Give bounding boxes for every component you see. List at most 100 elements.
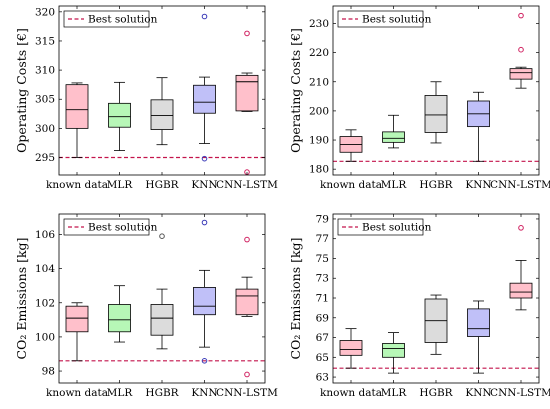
y-tick-label: 230 [309, 18, 329, 30]
box-cnn-lstm [509, 12, 533, 89]
box-iqr [108, 304, 131, 333]
legend: Best solution [63, 218, 158, 236]
box-iqr [150, 99, 174, 130]
box-hgbr [424, 81, 448, 144]
x-category-label: CNN-LSTM [216, 387, 278, 399]
x-category-label: MLR [107, 387, 134, 399]
y-tick-label: 295 [35, 152, 55, 164]
box-iqr [193, 287, 216, 316]
y-tick-label: 65 [316, 352, 329, 364]
box-hgbr [150, 233, 174, 350]
legend-box [63, 10, 150, 28]
y-tick-label: 106 [35, 229, 55, 241]
legend: Best solution [337, 10, 432, 28]
x-category-label: known data [320, 387, 382, 399]
x-category-label: HGBR [419, 179, 453, 191]
box-iqr [150, 304, 174, 336]
outlier-point [201, 358, 208, 364]
legend-box [337, 10, 424, 28]
box-knn [193, 219, 216, 364]
box-iqr [339, 340, 363, 356]
legend: Best solution [63, 10, 158, 28]
y-axis-title: Operating Costs [€] [14, 28, 29, 153]
box-iqr [382, 343, 405, 358]
box-mlr [108, 285, 131, 343]
legend-box [337, 218, 424, 236]
x-category-label: MLR [381, 179, 408, 191]
y-tick-label: 310 [35, 65, 55, 77]
box-cnn-lstm [509, 225, 533, 311]
y-axis-title: CO₂ Emissions [kg] [288, 238, 303, 360]
x-category-label: CNN-LSTM [490, 179, 550, 191]
outlier-point [244, 236, 250, 243]
y-tick-label: 104 [35, 263, 55, 275]
box-cnn-lstm [235, 236, 259, 378]
box-known-data [339, 328, 363, 369]
outlier-point [201, 155, 208, 162]
x-category-label: known data [320, 179, 382, 191]
y-tick-label: 67 [316, 332, 329, 344]
box-hgbr [150, 77, 174, 146]
y-axis-title: CO₂ Emissions [kg] [14, 238, 29, 360]
box-iqr [382, 131, 405, 143]
x-category-label: MLR [107, 179, 134, 191]
legend-box [63, 218, 150, 236]
outlier-point [518, 46, 524, 53]
x-category-label: HGBR [419, 387, 453, 399]
legend: Best solution [337, 218, 432, 236]
box-iqr [65, 305, 89, 333]
y-tick-label: 180 [309, 164, 329, 176]
x-category-label: CNN-LSTM [490, 387, 550, 399]
y-tick-label: 320 [35, 6, 55, 18]
y-tick-label: 73 [316, 273, 329, 285]
y-tick-label: 210 [309, 76, 329, 88]
box-mlr [382, 332, 405, 374]
legend-label: Best solution [362, 14, 432, 26]
box-hgbr [424, 294, 448, 355]
y-tick-label: 71 [316, 293, 329, 305]
y-tick-label: 63 [316, 372, 329, 384]
box-known-data [65, 302, 89, 362]
y-tick-label: 220 [309, 47, 329, 59]
y-tick-label: 305 [35, 94, 55, 106]
box-iqr [65, 84, 89, 129]
y-tick-label: 69 [316, 312, 329, 324]
x-category-label: MLR [381, 387, 408, 399]
legend-label: Best solution [88, 14, 158, 26]
outlier-point [244, 371, 250, 378]
y-tick-label: 100 [35, 331, 55, 343]
outlier-point [518, 12, 524, 19]
x-category-label: HGBR [145, 179, 179, 191]
x-category-label: KNN [191, 179, 217, 191]
y-tick-label: 98 [42, 366, 55, 378]
y-tick-label: 75 [316, 253, 329, 265]
y-tick-label: 315 [35, 35, 55, 47]
y-tick-label: 79 [316, 213, 329, 225]
outlier-point [244, 30, 250, 37]
outlier-point [201, 219, 208, 226]
box-known-data [65, 82, 89, 158]
x-category-label: KNN [465, 387, 491, 399]
x-category-label: KNN [191, 387, 217, 399]
outlier-point [201, 13, 208, 20]
box-iqr [509, 68, 533, 80]
y-axis-title: Operating Costs [€] [288, 28, 303, 153]
box-iqr [235, 74, 259, 112]
y-tick-label: 102 [35, 297, 55, 309]
y-tick-label: 200 [309, 105, 329, 117]
x-category-label: KNN [465, 179, 491, 191]
box-known-data [339, 129, 363, 162]
x-category-label: known data [46, 387, 108, 399]
y-tick-label: 77 [316, 233, 329, 245]
box-iqr [108, 102, 131, 128]
y-tick-label: 300 [35, 123, 55, 135]
box-iqr [193, 84, 216, 114]
box-mlr [382, 114, 405, 149]
box-iqr [235, 288, 259, 316]
x-category-label: HGBR [145, 387, 179, 399]
box-iqr [467, 308, 490, 337]
